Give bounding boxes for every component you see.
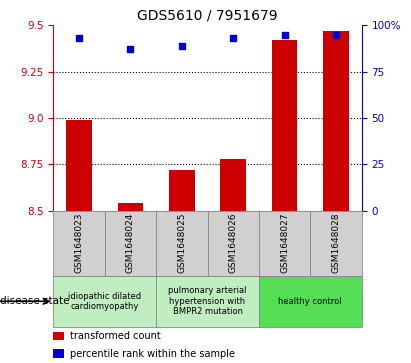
Bar <box>66 120 92 211</box>
Point <box>230 36 237 41</box>
Bar <box>156 276 259 327</box>
Bar <box>310 211 362 276</box>
Text: GSM1648023: GSM1648023 <box>75 213 83 273</box>
Bar <box>323 31 349 211</box>
Bar <box>208 211 259 276</box>
Bar <box>272 40 298 211</box>
Bar <box>259 211 310 276</box>
Title: GDS5610 / 7951679: GDS5610 / 7951679 <box>137 9 278 23</box>
Text: healthy control: healthy control <box>279 297 342 306</box>
Bar <box>105 211 156 276</box>
Bar <box>53 276 156 327</box>
Text: disease state: disease state <box>0 296 69 306</box>
Text: GSM1648027: GSM1648027 <box>280 213 289 273</box>
Bar <box>53 349 64 358</box>
Bar <box>118 203 143 211</box>
Bar <box>53 211 105 276</box>
Text: GSM1648024: GSM1648024 <box>126 213 135 273</box>
Point <box>76 36 82 41</box>
Text: transformed count: transformed count <box>70 331 161 341</box>
Text: GSM1648025: GSM1648025 <box>178 213 186 273</box>
Text: GSM1648026: GSM1648026 <box>229 213 238 273</box>
Text: pulmonary arterial
hypertension with
BMPR2 mutation: pulmonary arterial hypertension with BMP… <box>169 286 247 316</box>
Point <box>178 43 185 49</box>
Text: percentile rank within the sample: percentile rank within the sample <box>70 348 236 359</box>
Bar <box>156 211 208 276</box>
Point <box>127 46 134 52</box>
Bar <box>53 332 64 340</box>
Point <box>333 32 339 38</box>
Point <box>281 32 288 38</box>
Text: GSM1648028: GSM1648028 <box>332 213 340 273</box>
Bar <box>259 276 362 327</box>
Bar <box>169 170 195 211</box>
Text: idiopathic dilated
cardiomyopathy: idiopathic dilated cardiomyopathy <box>68 291 141 311</box>
Bar <box>220 159 246 211</box>
